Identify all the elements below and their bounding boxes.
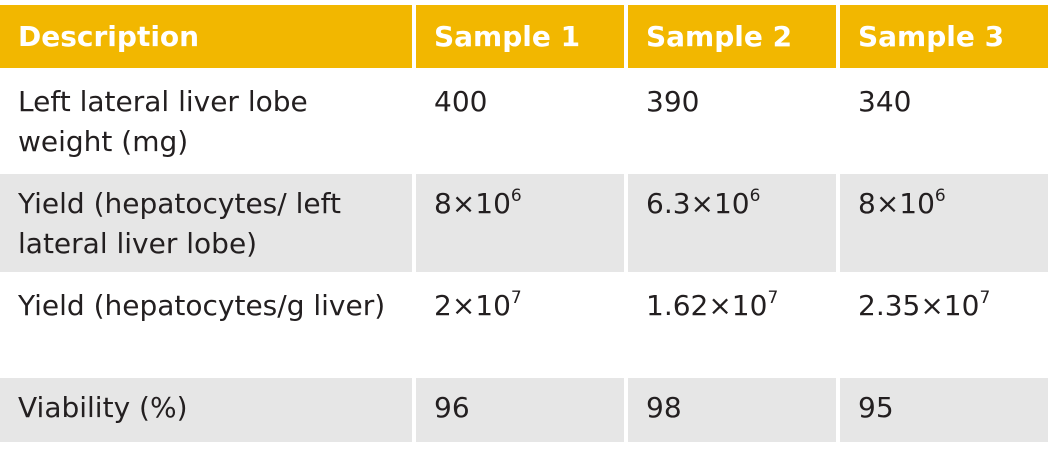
value-base: 2×10 [434,289,511,322]
table-body: Left lateral liver lobe weight (mg) 400 39… [0,72,1048,442]
value-base: 1.62×10 [646,289,768,322]
value-cell: 340 [840,72,1048,170]
value-cell: 8×106 [840,174,1048,272]
value-cell: 98 [628,378,836,442]
value-cell: 95 [840,378,1048,442]
header-cell: Sample 3 [840,5,1048,68]
value-exponent: 6 [749,186,761,206]
value-base: 6.3×10 [646,187,750,220]
value-exponent: 7 [767,288,779,308]
header-row: Description Sample 1 Sample 2 Sample 3 [0,5,1048,68]
value-exponent: 6 [510,186,522,206]
row-label: Viability (%) [0,378,412,442]
value-cell: 1.62×107 [628,276,836,374]
value-cell: 96 [416,378,624,442]
value-base: 8×10 [434,187,511,220]
value-base: 8×10 [858,187,935,220]
header-cell: Sample 2 [628,5,836,68]
value-cell: 2.35×107 [840,276,1048,374]
table-row: Yield (hepatocytes/g liver) 2×107 1.62×107… [0,276,1048,374]
table-row: Viability (%) 96 98 95 [0,378,1048,442]
row-label: Yield (hepatocytes/g liver) [0,276,412,374]
value-cell: 8×106 [416,174,624,272]
value-exponent: 7 [979,288,991,308]
value-exponent: 6 [934,186,946,206]
table-row: Left lateral liver lobe weight (mg) 400 39… [0,72,1048,170]
table-row: Yield (hepatocytes/ left lateral liver l… [0,174,1048,272]
value-cell: 390 [628,72,836,170]
row-label: Yield (hepatocytes/ left lateral liver l… [0,174,412,272]
value-base: 2.35×10 [858,289,980,322]
value-cell: 2×107 [416,276,624,374]
value-cell: 6.3×106 [628,174,836,272]
header-cell: Description [0,5,412,68]
row-label: Left lateral liver lobe weight (mg) [0,72,412,170]
value-cell: 400 [416,72,624,170]
value-exponent: 7 [510,288,522,308]
header-cell: Sample 1 [416,5,624,68]
